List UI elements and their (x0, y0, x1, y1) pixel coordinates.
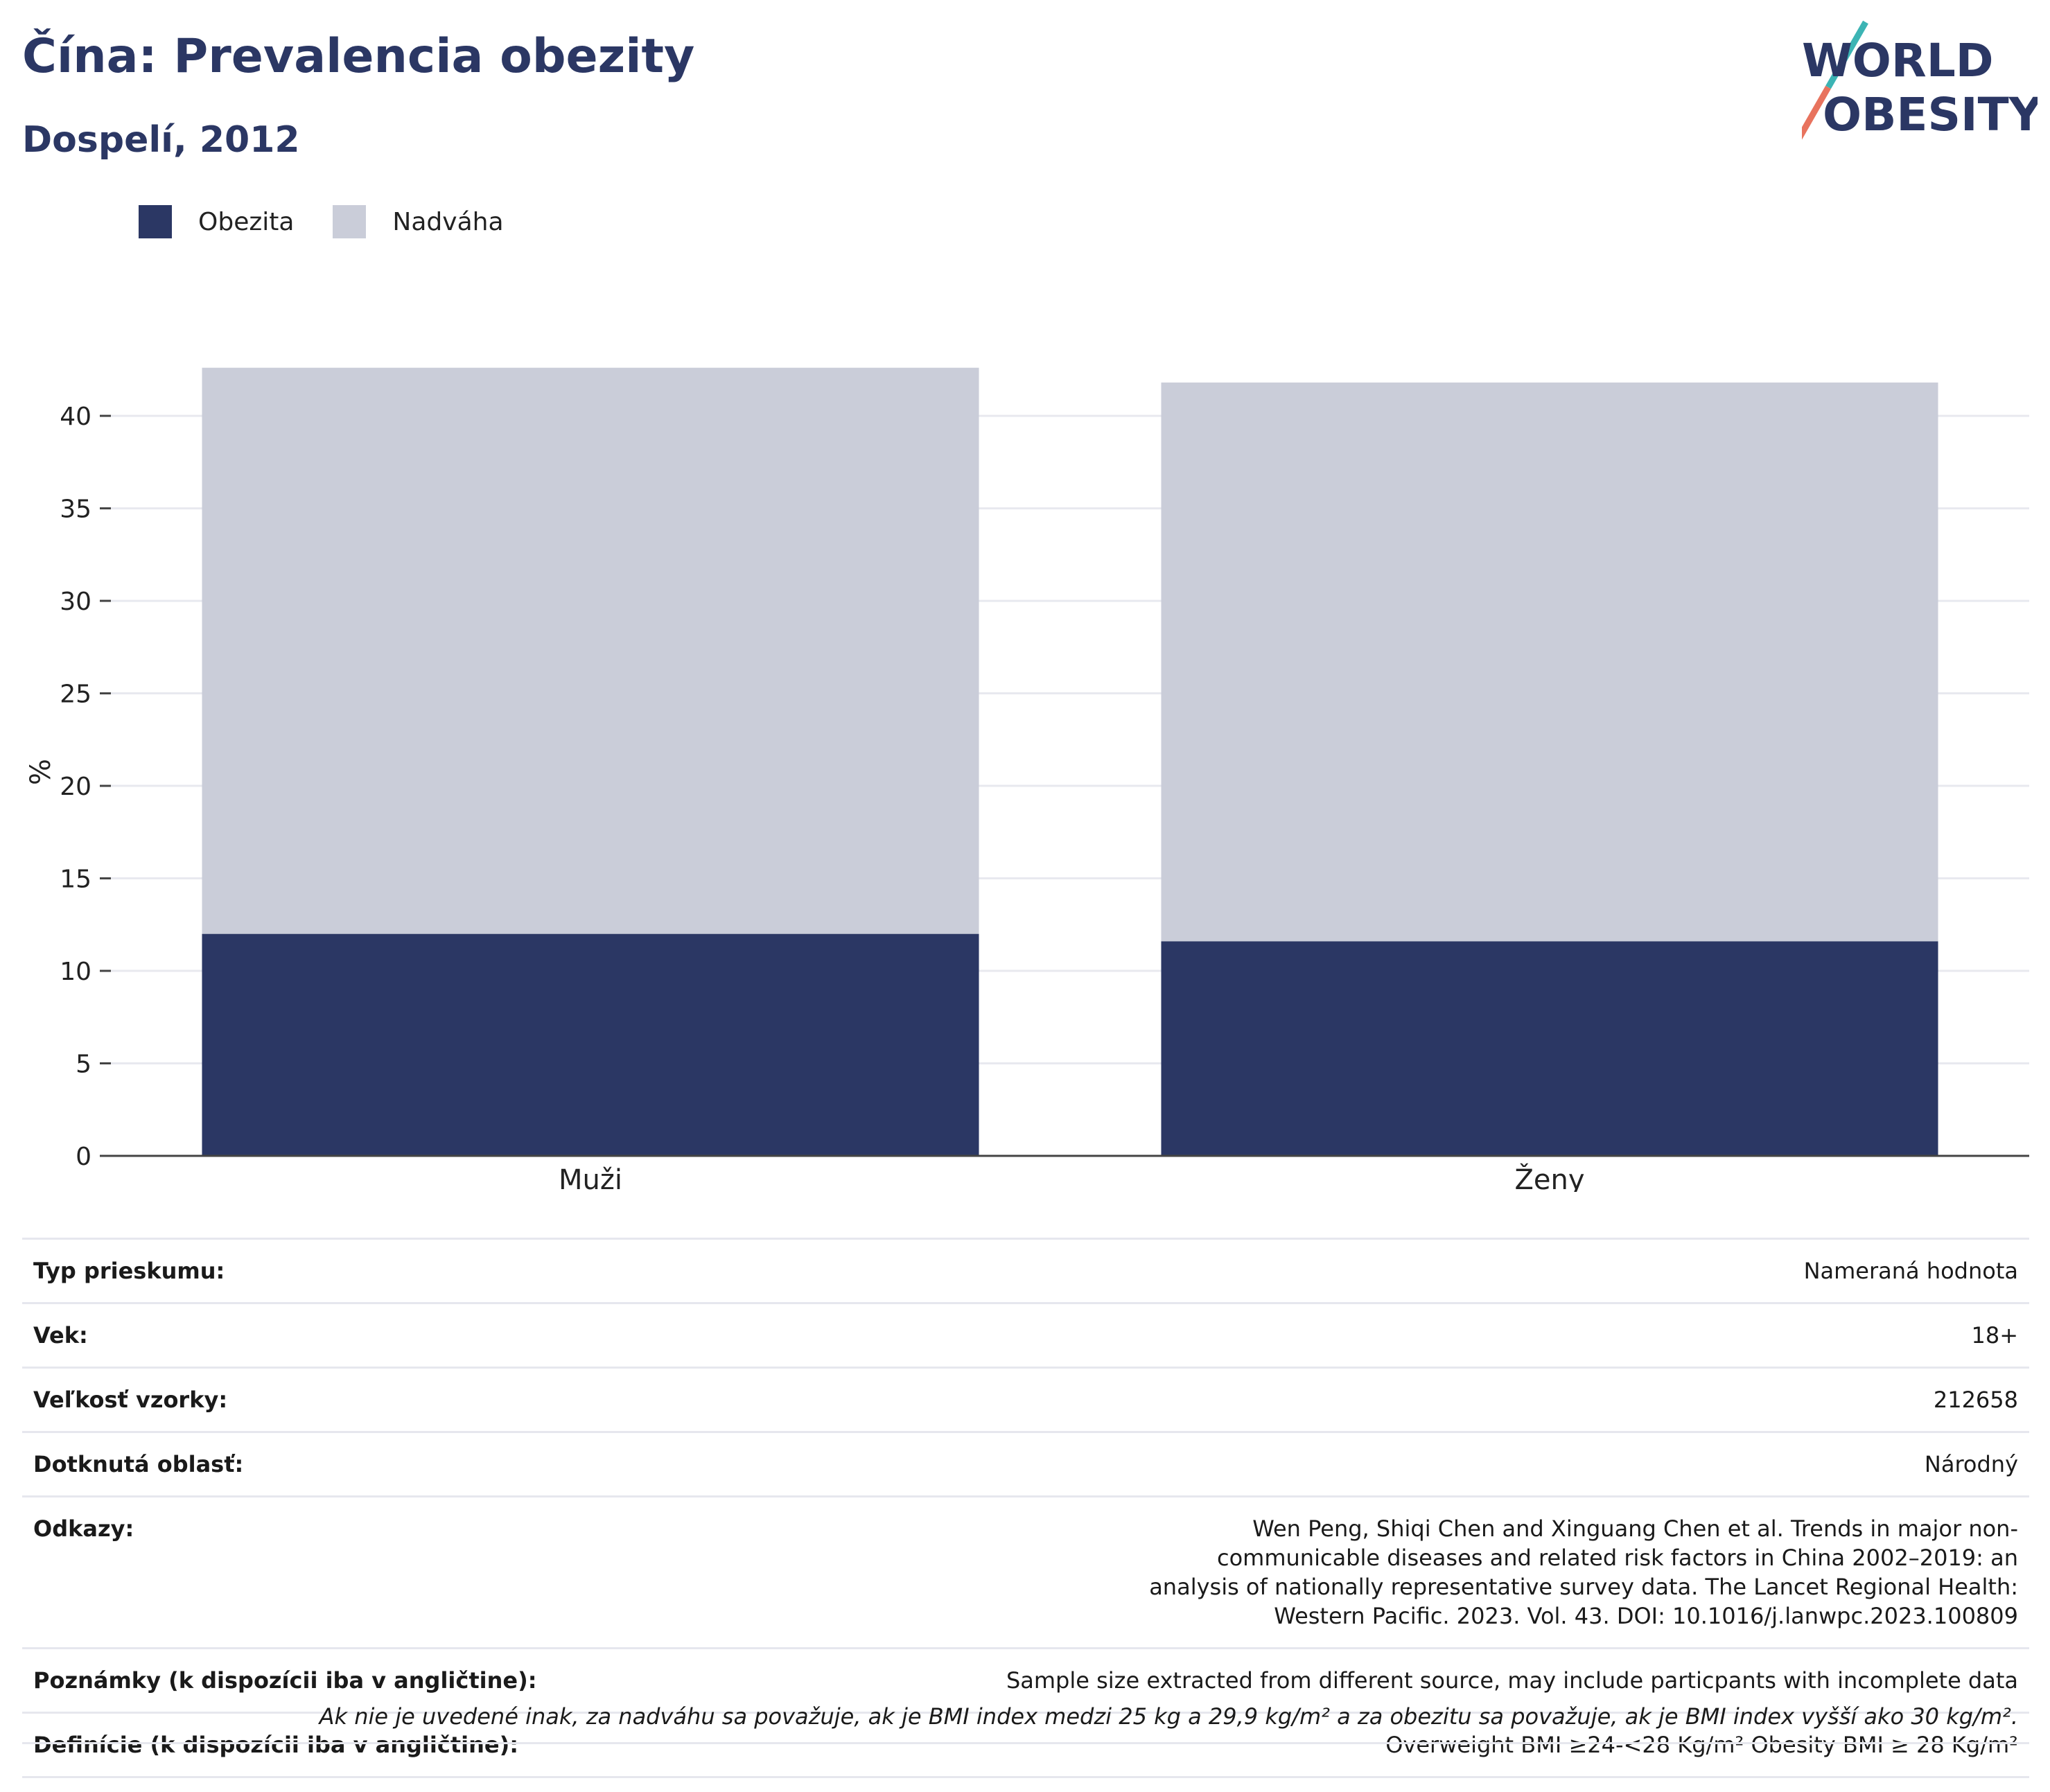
bar-obezita-0 (202, 933, 979, 1156)
bmi-footnote: Ak nie je uvedené inak, za nadváhu sa po… (22, 1702, 2029, 1744)
y-tick-label: 10 (60, 958, 91, 986)
y-tick-label: 15 (60, 866, 91, 894)
info-label: Vek: (22, 1302, 548, 1369)
y-tick-label: 40 (60, 403, 91, 431)
legend-item-nadvaha[interactable]: Nadváha (333, 205, 504, 238)
y-axis-label: % (25, 759, 57, 785)
info-row-notes: Poznámky (k dispozícii iba v angličtine)… (22, 1647, 2029, 1714)
info-value: Nameraná hodnota (547, 1238, 2029, 1304)
legend-label-nadvaha: Nadváha (392, 207, 504, 236)
info-label: Veľkosť vzorky: (22, 1367, 548, 1433)
y-tick-label: 0 (76, 1143, 91, 1171)
stacked-bar-chart: 0 5 10 15 20 25 30 35 40 Muži Ženy% (25, 367, 2029, 1192)
info-value: Sample size extracted from different sou… (547, 1647, 2029, 1714)
legend-swatch-obezita (139, 205, 172, 238)
logo-text-obesity: OBESITY (1823, 88, 2038, 141)
info-label: Odkazy: (22, 1495, 548, 1649)
info-row-age: Vek: 18+ (22, 1302, 2029, 1369)
legend-item-obezita[interactable]: Obezita (139, 205, 294, 238)
world-obesity-logo: WORLD OBESITY (1802, 20, 2038, 141)
info-row-references: Odkazy: Wen Peng, Shiqi Chen and Xinguan… (22, 1495, 2029, 1649)
survey-info-table: Typ prieskumu: Nameraná hodnota Vek: 18+… (22, 1238, 2029, 1778)
info-label: Typ prieskumu: (22, 1238, 548, 1304)
logo-slash-coral (1802, 85, 1831, 140)
y-tick-label: 20 (60, 773, 91, 801)
info-value: 18+ (547, 1302, 2029, 1369)
logo-slash-teal (1825, 20, 1868, 89)
info-row-survey-type: Typ prieskumu: Nameraná hodnota (22, 1238, 2029, 1304)
x-tick-label: Ženy (1514, 1163, 1584, 1192)
bar-obezita-1 (1161, 941, 1938, 1156)
x-tick-label: Muži (559, 1164, 622, 1192)
y-tick-label: 35 (60, 495, 91, 524)
legend-swatch-nadvaha (333, 205, 367, 238)
info-label: Definície (k dispozícii iba v angličtine… (22, 1712, 548, 1778)
chart-title: Čína: Prevalencia obezity (22, 29, 695, 84)
info-value: Overweight BMI ≥24-<28 Kg/m² Obesity BMI… (547, 1712, 2029, 1778)
y-tick-label: 25 (60, 680, 91, 709)
chart-legend: Obezita Nadváha (139, 205, 543, 238)
info-label: Dotknutá oblasť: (22, 1431, 548, 1497)
info-label: Poznámky (k dispozícii iba v angličtine)… (22, 1647, 548, 1714)
y-tick-label: 30 (60, 588, 91, 616)
legend-label-obezita: Obezita (198, 207, 295, 236)
chart-subtitle: Dospelí, 2012 (22, 119, 300, 161)
bar-nadváha-0 (202, 367, 979, 934)
logo-text-world: WORLD (1802, 34, 1994, 87)
info-value: 212658 (547, 1367, 2029, 1433)
y-tick-label: 5 (76, 1051, 91, 1079)
info-value: Wen Peng, Shiqi Chen and Xinguang Chen e… (547, 1495, 2029, 1649)
bar-nadváha-1 (1161, 383, 1938, 942)
info-row-definitions: Definície (k dispozícii iba v angličtine… (22, 1712, 2029, 1778)
info-row-area: Dotknutá oblasť: Národný (22, 1431, 2029, 1497)
info-value: Národný (547, 1431, 2029, 1497)
info-row-sample-size: Veľkosť vzorky: 212658 (22, 1367, 2029, 1433)
